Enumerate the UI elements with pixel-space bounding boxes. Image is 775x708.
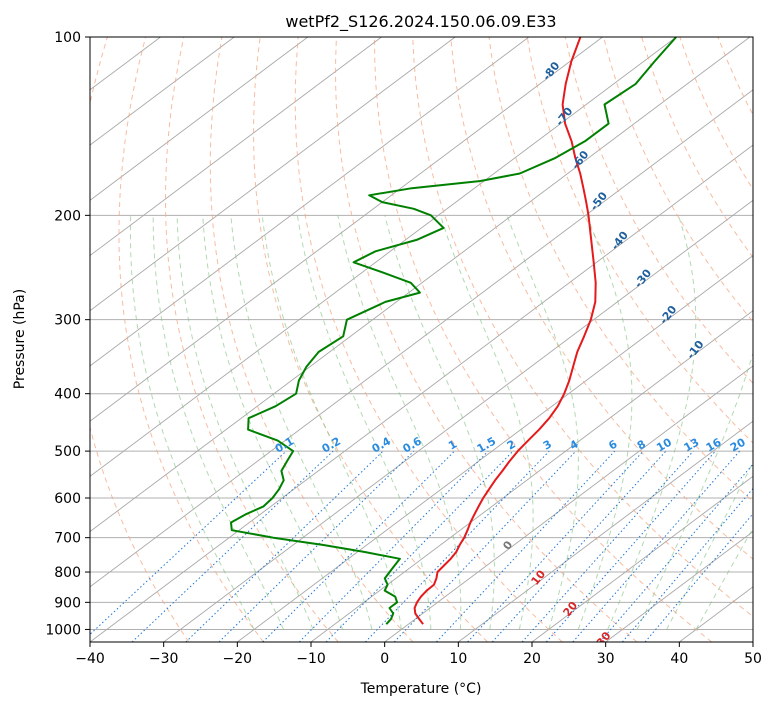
- isotherm-line: [90, 37, 382, 257]
- dry-adiabat-line: [526, 37, 753, 444]
- x-axis-label: Temperature (°C): [360, 681, 482, 697]
- moist-adiabat-line: [607, 215, 697, 630]
- temperature-profile-line: [413, 37, 597, 625]
- dry-adiabat-line: [90, 37, 190, 642]
- x-axis: −40 −30 −20 −10 0 10 20 30 40 50: [75, 642, 762, 667]
- moist-adiabat-line: [176, 215, 314, 630]
- dry-adiabat-line: [253, 37, 488, 642]
- chart-title: wetPf2_S126.2024.150.06.09.E33: [285, 12, 556, 32]
- y-tick-label: 400: [54, 387, 81, 403]
- isotherm-line: [90, 37, 456, 312]
- y-tick-label: 600: [54, 491, 81, 507]
- profile-series: [230, 37, 677, 625]
- isotherm-line: [90, 37, 530, 367]
- background-lines: [90, 37, 753, 642]
- plot-area: 0.10.20.40.611.52346810131620253036-80-7…: [90, 37, 753, 642]
- y-tick-label: 200: [54, 208, 81, 224]
- moist-adiabat-line: [202, 215, 343, 630]
- dry-adiabat-line: [335, 37, 638, 642]
- dry-adiabat-line: [374, 37, 713, 642]
- moist-adiabat-line: [130, 215, 255, 630]
- y-tick-label: 100: [54, 30, 81, 46]
- moist-adiabat-line: [636, 351, 753, 630]
- dry-adiabat-line: [294, 37, 563, 642]
- isotherm-line: [90, 37, 235, 146]
- moist-adiabat-line: [506, 215, 579, 630]
- plot-frame: [89, 36, 754, 643]
- isotherm-line: [90, 144, 753, 642]
- isotherm-line: [458, 420, 753, 642]
- x-tick-label: −20: [223, 651, 253, 667]
- y-axis: 1000 900 800 700 600 500 400 300 200 100: [45, 30, 90, 638]
- dry-adiabat-line: [564, 37, 753, 384]
- isotherm-line: [384, 365, 753, 642]
- moist-adiabat-line: [261, 215, 402, 630]
- mixing-ratio-line: [90, 450, 287, 636]
- dry-adiabat-line: [209, 37, 414, 642]
- moist-adiabat-line: [296, 215, 432, 630]
- mixing-ratio-line: [521, 450, 694, 642]
- y-tick-label: 300: [54, 313, 81, 329]
- dry-adiabat-line: [488, 37, 753, 503]
- isotherm-line: [237, 254, 753, 642]
- dewpoint-profile-line: [230, 37, 677, 625]
- x-tick-label: 30: [597, 651, 615, 667]
- moist-adiabat-line: [440, 215, 534, 630]
- mixing-ratio-line: [644, 512, 753, 642]
- x-tick-label: 40: [670, 651, 688, 667]
- y-tick-label: 800: [54, 565, 81, 581]
- x-tick-label: 10: [449, 651, 467, 667]
- x-tick-label: 0: [380, 651, 389, 667]
- mixing-ratio-line: [364, 450, 550, 642]
- mixing-ratio-line: [467, 450, 644, 642]
- dry-adiabat-line: [118, 37, 264, 642]
- x-tick-label: −40: [75, 651, 105, 667]
- isotherm-line: [90, 89, 753, 588]
- x-tick-label: −10: [296, 651, 326, 667]
- moist-adiabat-line: [577, 215, 633, 630]
- mixing-ratio-line: [262, 450, 455, 642]
- moist-adiabat-line: [666, 461, 753, 630]
- y-tick-label: 900: [54, 595, 81, 611]
- y-tick-label: 700: [54, 531, 81, 547]
- mixing-ratio-line: [621, 487, 753, 642]
- isotherm-line: [90, 37, 751, 533]
- y-tick-label: 500: [54, 444, 81, 460]
- isotherm-line: [90, 37, 603, 422]
- moist-adiabat-line: [337, 215, 462, 630]
- moist-adiabat-line: [384, 215, 495, 630]
- mixing-ratio-line: [325, 450, 514, 642]
- mixing-ratio-line: [185, 450, 384, 642]
- isotherm-line: [90, 37, 309, 201]
- isotherm-line: [531, 475, 753, 642]
- mixing-ratio-line: [491, 450, 667, 642]
- x-tick-label: −30: [149, 651, 179, 667]
- mixing-ratio-line: [218, 450, 415, 642]
- y-axis-label: Pressure (hPa): [12, 289, 28, 389]
- isotherm-line: [605, 531, 753, 642]
- isotherm-line: [90, 37, 677, 477]
- x-tick-label: 20: [523, 651, 541, 667]
- moist-adiabat-line: [230, 215, 373, 630]
- x-tick-label: 50: [744, 651, 762, 667]
- mixing-ratio-line: [298, 450, 489, 642]
- mixing-ratio-line: [545, 450, 716, 642]
- moist-adiabat-line: [152, 215, 284, 630]
- y-tick-label: 1000: [45, 622, 81, 638]
